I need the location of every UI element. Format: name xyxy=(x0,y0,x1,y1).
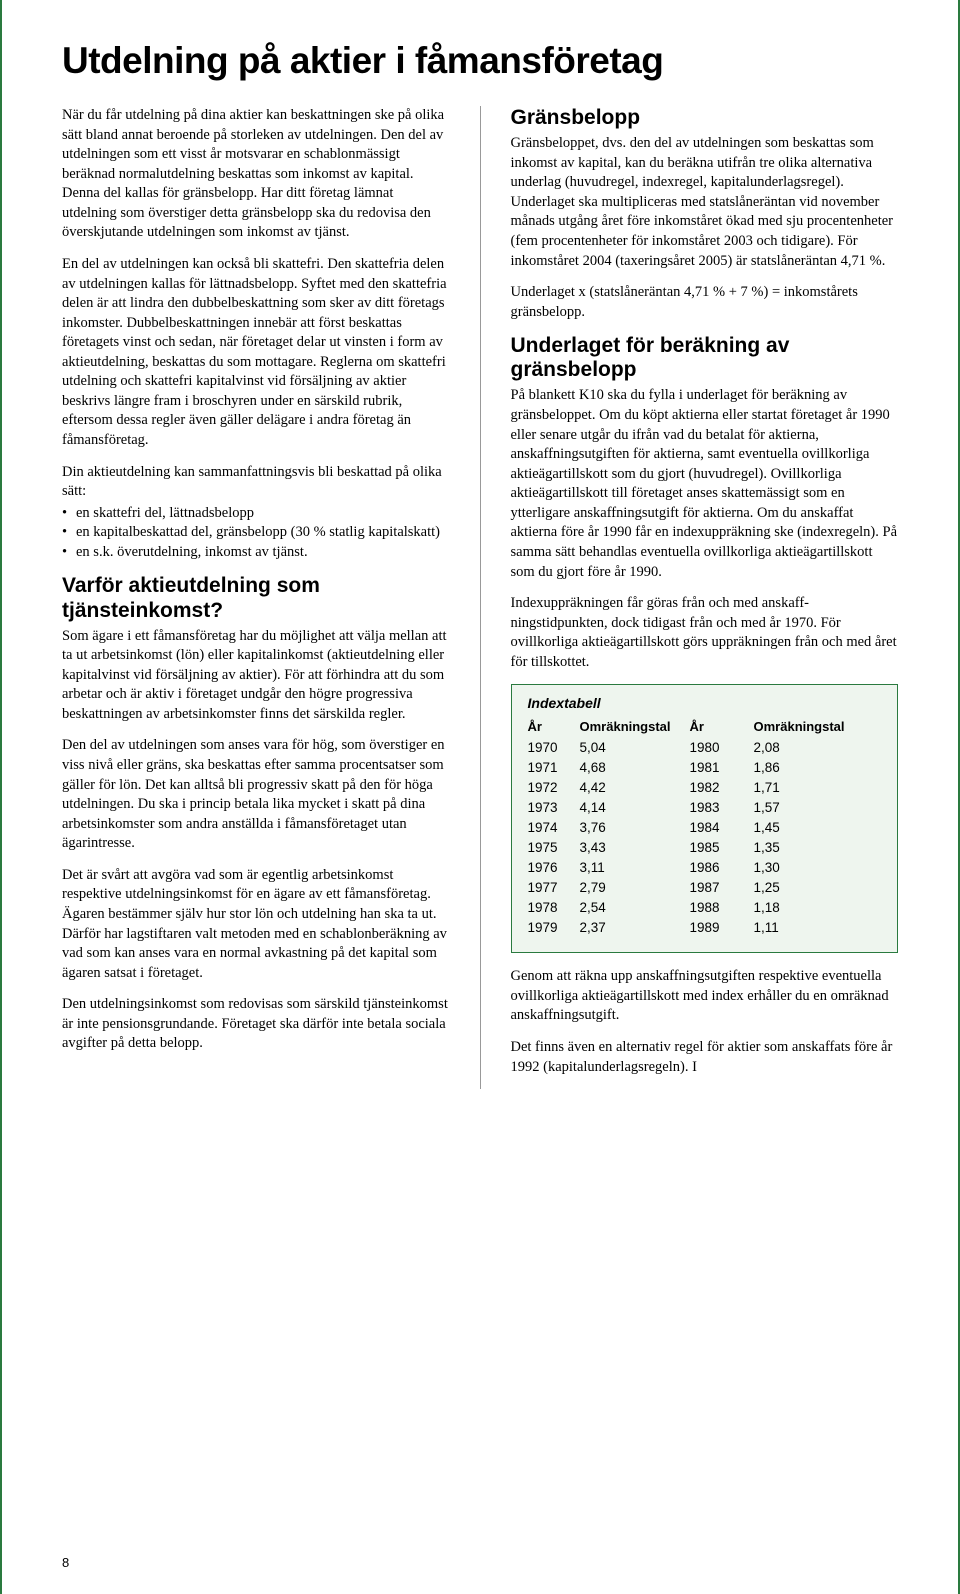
table-header: År Omräkningstal År Omräkningstal xyxy=(528,719,882,734)
cell: 3,43 xyxy=(580,840,690,855)
cell: 4,14 xyxy=(580,800,690,815)
cell: 1982 xyxy=(690,780,754,795)
cell: 1,18 xyxy=(754,900,864,915)
table-row: 19743,7619841,45 xyxy=(528,820,882,835)
left-column: När du får utdelning på dina aktier kan … xyxy=(62,106,450,1089)
cell: 1,11 xyxy=(754,920,864,935)
cell: 1987 xyxy=(690,880,754,895)
para: Gränsbeloppet, dvs. den del av utdelning… xyxy=(511,134,899,271)
cell: 2,79 xyxy=(580,880,690,895)
table-row: 19714,6819811,86 xyxy=(528,760,882,775)
cell: 1980 xyxy=(690,740,754,755)
col-header: År xyxy=(528,719,580,734)
list-item: en skattefri del, lättnadsbelopp xyxy=(62,504,450,524)
para: Indexuppräkningen får göras från och med… xyxy=(511,594,899,672)
cell: 1,45 xyxy=(754,820,864,835)
column-divider xyxy=(480,106,481,1089)
col-header: Omräkningstal xyxy=(580,719,690,734)
cell: 2,08 xyxy=(754,740,864,755)
cell: 4,42 xyxy=(580,780,690,795)
para: Underlaget x (statslåneräntan 4,71 % + 7… xyxy=(511,283,899,322)
cell: 1,86 xyxy=(754,760,864,775)
cell: 1976 xyxy=(528,860,580,875)
section-heading: Underlaget för beräkning av gränsbelopp xyxy=(511,334,899,382)
cell: 1979 xyxy=(528,920,580,935)
section-heading: Gränsbelopp xyxy=(511,106,899,130)
table-row: 19753,4319851,35 xyxy=(528,840,882,855)
para: Den del av utdelningen som anses vara fö… xyxy=(62,736,450,853)
page-title: Utdelning på aktier i fåmansföretag xyxy=(62,40,898,82)
cell: 1978 xyxy=(528,900,580,915)
table-row: 19705,0419802,08 xyxy=(528,740,882,755)
cell: 1975 xyxy=(528,840,580,855)
cell: 1986 xyxy=(690,860,754,875)
table-row: 19772,7919871,25 xyxy=(528,880,882,895)
cell: 1970 xyxy=(528,740,580,755)
cell: 1,35 xyxy=(754,840,864,855)
bullet-list: en skattefri del, lättnadsbelopp en kapi… xyxy=(62,504,450,563)
list-item: en kapitalbeskattad del, gränsbelopp (30… xyxy=(62,523,450,543)
table-title: Indextabell xyxy=(528,695,882,711)
index-table: Indextabell År Omräkningstal År Omräknin… xyxy=(511,684,899,953)
cell: 1983 xyxy=(690,800,754,815)
table-body: 19705,0419802,08 19714,6819811,86 19724,42… xyxy=(528,740,882,935)
cell: 1985 xyxy=(690,840,754,855)
cell: 3,11 xyxy=(580,860,690,875)
cell: 2,54 xyxy=(580,900,690,915)
para: Det är svårt att avgöra vad som är egent… xyxy=(62,866,450,983)
para: Det finns även en alternativ regel för a… xyxy=(511,1038,899,1077)
table-row: 19734,1419831,57 xyxy=(528,800,882,815)
col-header: Omräkningstal xyxy=(754,719,864,734)
cell: 1,57 xyxy=(754,800,864,815)
cell: 1,25 xyxy=(754,880,864,895)
cell: 1984 xyxy=(690,820,754,835)
cell: 1977 xyxy=(528,880,580,895)
cell: 4,68 xyxy=(580,760,690,775)
cell: 1971 xyxy=(528,760,580,775)
para: Din aktieutdelning kan sammanfattningsvi… xyxy=(62,463,450,502)
para: När du får utdelning på dina aktier kan … xyxy=(62,106,450,243)
table-row: 19782,5419881,18 xyxy=(528,900,882,915)
table-row: 19763,1119861,30 xyxy=(528,860,882,875)
table-row: 19792,3719891,11 xyxy=(528,920,882,935)
cell: 1,71 xyxy=(754,780,864,795)
para: Den utdelningsinkomst som redovisas som … xyxy=(62,995,450,1054)
para: Genom att räkna upp anskaffningsutgiften… xyxy=(511,967,899,1026)
content-columns: När du får utdelning på dina aktier kan … xyxy=(62,106,898,1089)
col-header: År xyxy=(690,719,754,734)
cell: 5,04 xyxy=(580,740,690,755)
para: Som ägare i ett fåmansföretag har du möj… xyxy=(62,627,450,725)
cell: 1,30 xyxy=(754,860,864,875)
cell: 1973 xyxy=(528,800,580,815)
page-number: 8 xyxy=(62,1555,69,1570)
para: På blankett K10 ska du fylla i underlage… xyxy=(511,386,899,582)
table-row: 19724,4219821,71 xyxy=(528,780,882,795)
right-column: Gränsbelopp Gränsbeloppet, dvs. den del … xyxy=(511,106,899,1089)
cell: 1988 xyxy=(690,900,754,915)
cell: 3,76 xyxy=(580,820,690,835)
cell: 1981 xyxy=(690,760,754,775)
para: En del av utdelningen kan också bli skat… xyxy=(62,255,450,451)
list-item: en s.k. överutdelning, inkomst av tjänst… xyxy=(62,543,450,563)
cell: 1974 xyxy=(528,820,580,835)
section-heading: Varför aktieutdelning som tjänsteinkomst… xyxy=(62,574,450,622)
cell: 1989 xyxy=(690,920,754,935)
cell: 1972 xyxy=(528,780,580,795)
cell: 2,37 xyxy=(580,920,690,935)
